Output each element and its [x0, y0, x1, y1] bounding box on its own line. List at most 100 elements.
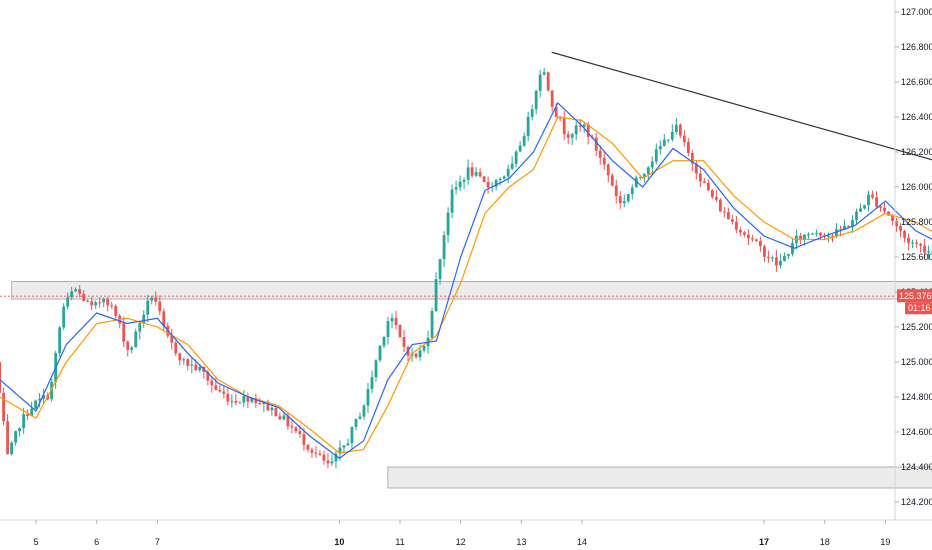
- candle-body: [534, 90, 538, 110]
- candle-body: [787, 254, 790, 256]
- candle-body: [566, 134, 570, 138]
- candle-body: [887, 211, 890, 216]
- candle-body: [150, 297, 154, 301]
- candle-body: [518, 145, 522, 152]
- candle-body: [446, 212, 450, 236]
- candle-body: [895, 220, 898, 227]
- candle-body: [646, 167, 650, 175]
- candle-body: [835, 229, 838, 237]
- candle-body: [0, 362, 1, 393]
- candle-body: [807, 234, 810, 236]
- candle-body: [226, 393, 230, 402]
- candle-body: [174, 342, 178, 354]
- candle-body: [154, 297, 158, 302]
- candle-body: [606, 164, 610, 176]
- y-tick-label: 126.200: [901, 147, 932, 157]
- candle-body: [811, 233, 814, 235]
- candle-body: [78, 289, 82, 294]
- candle-body: [666, 139, 670, 141]
- candle-body: [654, 149, 658, 162]
- candle-body: [907, 237, 910, 244]
- candle-body: [322, 454, 326, 461]
- y-tick-label: 126.000: [901, 182, 932, 192]
- candle-body: [30, 408, 34, 416]
- candle-body: [546, 72, 550, 91]
- candle-body: [875, 197, 878, 207]
- candle-body: [334, 453, 338, 462]
- countdown-badge-bg: [905, 302, 932, 315]
- candle-body: [254, 398, 258, 404]
- candle-body: [642, 174, 646, 177]
- candle-body: [398, 324, 402, 338]
- candle-body: [394, 318, 398, 325]
- candle-body: [110, 305, 114, 307]
- candle-body: [418, 350, 422, 358]
- candle-body: [198, 366, 202, 371]
- candle-body: [899, 226, 902, 231]
- candle-body: [843, 225, 846, 230]
- price-axis[interactable]: 127.000 126.800 126.600 126.400 126.200 126.0…: [895, 7, 932, 507]
- candle-body: [214, 385, 218, 390]
- candle-body: [346, 443, 350, 446]
- candle-body: [354, 418, 358, 427]
- candle-body: [250, 398, 254, 402]
- drawings-layer: [0, 51, 932, 297]
- candle-body: [454, 187, 458, 190]
- candle-body: [2, 392, 6, 422]
- candle-body: [362, 405, 366, 417]
- candle-body: [22, 414, 26, 429]
- candle-body: [122, 323, 126, 342]
- candle-body: [799, 235, 802, 240]
- price-badge-value: 125.376: [899, 291, 932, 301]
- candle-body: [763, 246, 766, 257]
- candle-body: [767, 256, 770, 258]
- candle-body: [474, 172, 478, 176]
- candle-body: [758, 240, 762, 247]
- candle-body: [674, 124, 678, 132]
- candle-body: [746, 234, 750, 239]
- candle-body: [494, 180, 498, 187]
- candle-body: [98, 302, 102, 304]
- candle-body: [859, 208, 862, 212]
- candle-body: [562, 118, 566, 135]
- candle-body: [266, 401, 270, 411]
- candle-body: [230, 400, 234, 402]
- candle-body: [298, 431, 302, 435]
- candle-body: [90, 301, 94, 306]
- candle-body: [206, 371, 210, 381]
- candle-body: [706, 182, 710, 191]
- candle-body: [138, 323, 142, 332]
- candle-body: [158, 301, 162, 312]
- candle-body: [310, 449, 314, 453]
- candle-body: [502, 176, 506, 179]
- x-tick-label: 19: [880, 537, 890, 547]
- candle-body: [162, 311, 166, 326]
- time-axis[interactable]: 567101112131417181920212425: [33, 520, 932, 547]
- candle-body: [662, 139, 666, 147]
- current-price-badge: 125.376 01:16: [897, 289, 932, 315]
- candle-body: [538, 74, 542, 91]
- candle-body: [182, 359, 186, 361]
- candle-body: [710, 190, 714, 198]
- candle-body: [506, 168, 510, 177]
- candle-body: [582, 124, 586, 127]
- x-tick-label: 13: [516, 537, 526, 547]
- candle-body: [626, 194, 630, 202]
- candle-body: [510, 163, 514, 169]
- candle-body: [70, 291, 74, 298]
- candle-body: [26, 414, 30, 416]
- candle-body: [282, 415, 286, 420]
- candle-body: [734, 221, 738, 230]
- candle-body: [314, 452, 318, 454]
- candle-body: [839, 229, 842, 231]
- candle-body: [702, 181, 706, 183]
- candle-body: [754, 239, 758, 241]
- candle-body: [382, 337, 386, 346]
- candle-body: [86, 300, 90, 302]
- y-tick-label: 125.600: [901, 252, 932, 262]
- candle-body: [342, 445, 346, 448]
- x-tick-label: 14: [577, 537, 587, 547]
- candle-body: [438, 259, 442, 280]
- candle-body: [879, 206, 882, 208]
